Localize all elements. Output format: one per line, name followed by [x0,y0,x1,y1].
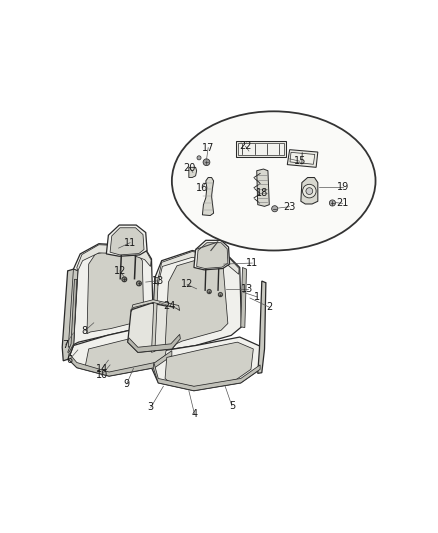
Text: 22: 22 [239,141,252,151]
Circle shape [306,188,313,195]
Text: 21: 21 [336,198,349,208]
Polygon shape [131,300,180,312]
Polygon shape [287,150,318,167]
Polygon shape [202,177,214,215]
Text: 4: 4 [191,409,198,419]
Polygon shape [110,228,144,255]
Polygon shape [67,279,77,352]
Circle shape [137,281,141,286]
Circle shape [303,184,316,198]
Text: 19: 19 [336,182,349,192]
Text: 13: 13 [152,276,164,286]
Polygon shape [152,278,158,352]
Polygon shape [165,257,228,349]
Text: 14: 14 [95,364,108,374]
Text: 2: 2 [266,302,272,312]
Polygon shape [197,243,228,269]
Polygon shape [157,252,239,286]
Polygon shape [68,244,153,347]
Polygon shape [77,245,151,271]
Polygon shape [152,251,241,352]
Text: 6: 6 [66,355,72,365]
Polygon shape [238,143,284,155]
Text: 15: 15 [293,156,306,166]
Circle shape [197,156,201,160]
Ellipse shape [172,111,375,251]
Text: 10: 10 [95,370,108,380]
Text: 9: 9 [124,379,130,389]
Text: 11: 11 [246,258,258,268]
Polygon shape [189,167,197,177]
Polygon shape [68,351,172,376]
Text: 20: 20 [184,163,196,173]
Text: 18: 18 [256,188,268,198]
Circle shape [122,277,127,282]
Text: 11: 11 [124,238,136,248]
Polygon shape [128,303,180,352]
Polygon shape [301,177,318,204]
Text: 23: 23 [283,201,296,212]
Text: 16: 16 [196,183,208,193]
Polygon shape [85,332,169,374]
Polygon shape [257,169,269,206]
Text: 12: 12 [181,279,193,289]
Text: 3: 3 [148,402,154,413]
Polygon shape [153,362,260,391]
Text: 12: 12 [114,266,126,276]
Polygon shape [87,249,144,334]
Text: 5: 5 [229,401,235,411]
Text: 8: 8 [81,326,88,336]
Circle shape [203,159,210,166]
Text: 24: 24 [163,301,176,311]
Circle shape [207,289,211,294]
Circle shape [272,206,278,212]
Circle shape [219,293,223,297]
Text: 7: 7 [63,340,69,350]
Polygon shape [241,268,247,328]
Polygon shape [165,342,253,387]
Polygon shape [290,152,315,164]
Circle shape [329,200,336,206]
Polygon shape [62,269,78,361]
Polygon shape [68,327,175,376]
Text: 13: 13 [241,284,254,294]
Text: 17: 17 [202,143,214,152]
Polygon shape [68,269,78,347]
Polygon shape [106,225,147,256]
Polygon shape [237,141,286,157]
Polygon shape [128,334,180,352]
Polygon shape [152,337,262,391]
Polygon shape [194,240,230,270]
Text: 1: 1 [254,292,261,302]
Polygon shape [258,281,266,374]
